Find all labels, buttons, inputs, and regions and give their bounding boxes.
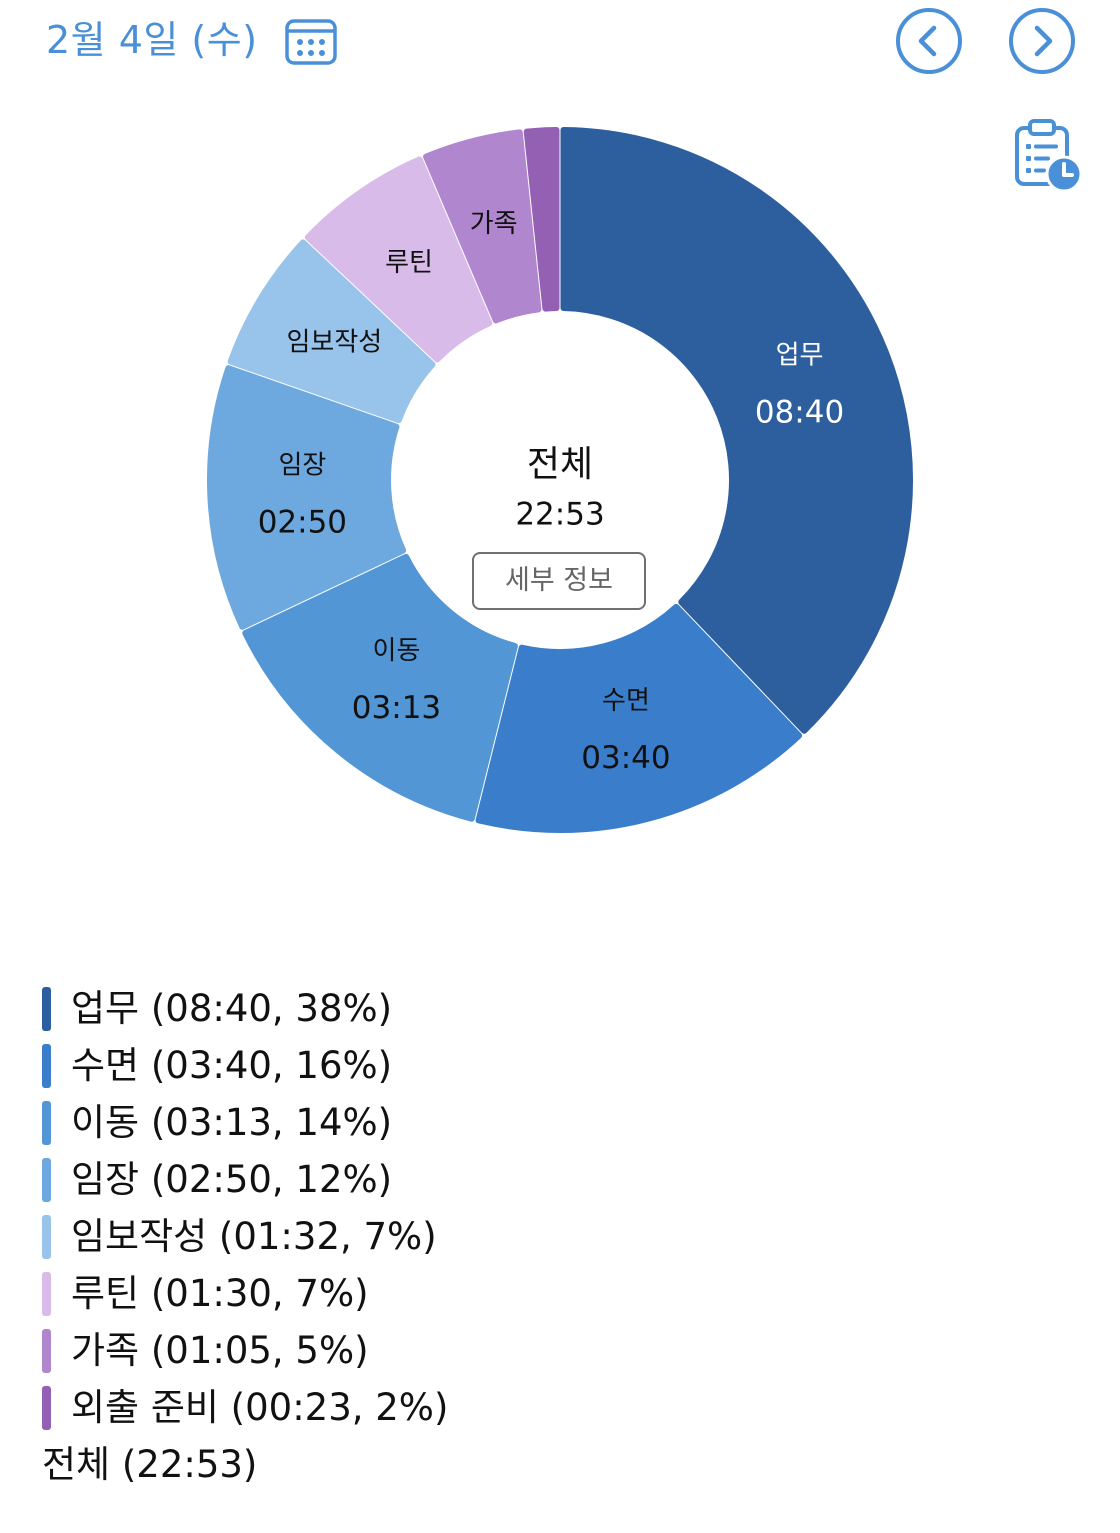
donut-slice[interactable] [227,239,436,424]
donut-slice[interactable] [423,129,542,324]
legend-item: 외출 준비 (00:23, 2%) [42,1379,942,1436]
slice-label: 임보작성 [287,327,383,357]
legend-label: 루틴 (01:30, 7%) [71,1271,369,1315]
slice-label: 업무 [776,341,824,371]
legend-item: 가족 (01:05, 5%) [42,1322,942,1379]
legend-swatch [42,1328,51,1373]
legend-item: 루틴 (01:30, 7%) [42,1265,942,1322]
legend-item: 수면 (03:40, 16%) [42,1037,942,1094]
legend-swatch [42,1385,51,1430]
slice-value: 08:40 [755,395,844,431]
legend-label: 가족 (01:05, 5%) [71,1328,369,1372]
slice-value: 03:13 [352,690,441,726]
slice-label: 임장 [278,450,326,480]
legend-swatch [42,1157,51,1202]
legend-swatch [42,986,51,1031]
calendar-icon[interactable] [284,14,338,68]
chevron-right-circle-icon[interactable] [1007,6,1077,76]
donut-slice[interactable] [560,127,913,734]
slice-label: 수면 [602,686,650,716]
legend: 업무 (08:40, 38%) 수면 (03:40, 16%) 이동 (03:13,… [42,980,942,1493]
legend-item: 임보작성 (01:32, 7%) [42,1208,942,1265]
legend-swatch [42,1043,51,1088]
date-title[interactable]: 2월 4일 (수) [46,18,258,62]
donut-chart: 업무 08:40 수면 03:40 이동 03:13 임장 02:50 임보작성 루틴 가족 전체 … [0,90,1120,860]
legend-label: 수면 (03:40, 16%) [71,1043,393,1087]
legend-item: 임장 (02:50, 12%) [42,1151,942,1208]
detail-info-button[interactable]: 세부 정보 [472,552,646,610]
legend-swatch [42,1214,51,1259]
slice-label: 가족 [470,209,518,239]
donut-slice[interactable] [207,365,407,630]
legend-label: 업무 (08:40, 38%) [71,986,393,1030]
donut-slice[interactable] [242,553,518,822]
legend-total: 전체 (22:53) [42,1442,258,1486]
slice-label: 이동 [373,636,421,666]
clipboard-clock-icon[interactable] [1012,118,1084,194]
slice-value: 03:40 [581,740,670,776]
legend-item: 업무 (08:40, 38%) [42,980,942,1037]
slice-label: 루틴 [385,248,433,278]
donut-slice[interactable] [523,127,560,312]
legend-item: 이동 (03:13, 14%) [42,1094,942,1151]
chevron-left-circle-icon[interactable] [894,6,964,76]
legend-label: 이동 (03:13, 14%) [71,1100,393,1144]
center-title: 전체 [527,444,593,485]
donut-slice[interactable] [304,156,493,363]
legend-swatch [42,1271,51,1316]
legend-label: 임장 (02:50, 12%) [71,1157,393,1201]
legend-swatch [42,1100,51,1145]
legend-label: 외출 준비 (00:23, 2%) [71,1385,449,1429]
slice-value: 02:50 [258,504,347,540]
donut-slice[interactable] [475,603,803,833]
legend-label: 임보작성 (01:32, 7%) [71,1214,437,1258]
center-total: 22:53 [515,497,604,533]
